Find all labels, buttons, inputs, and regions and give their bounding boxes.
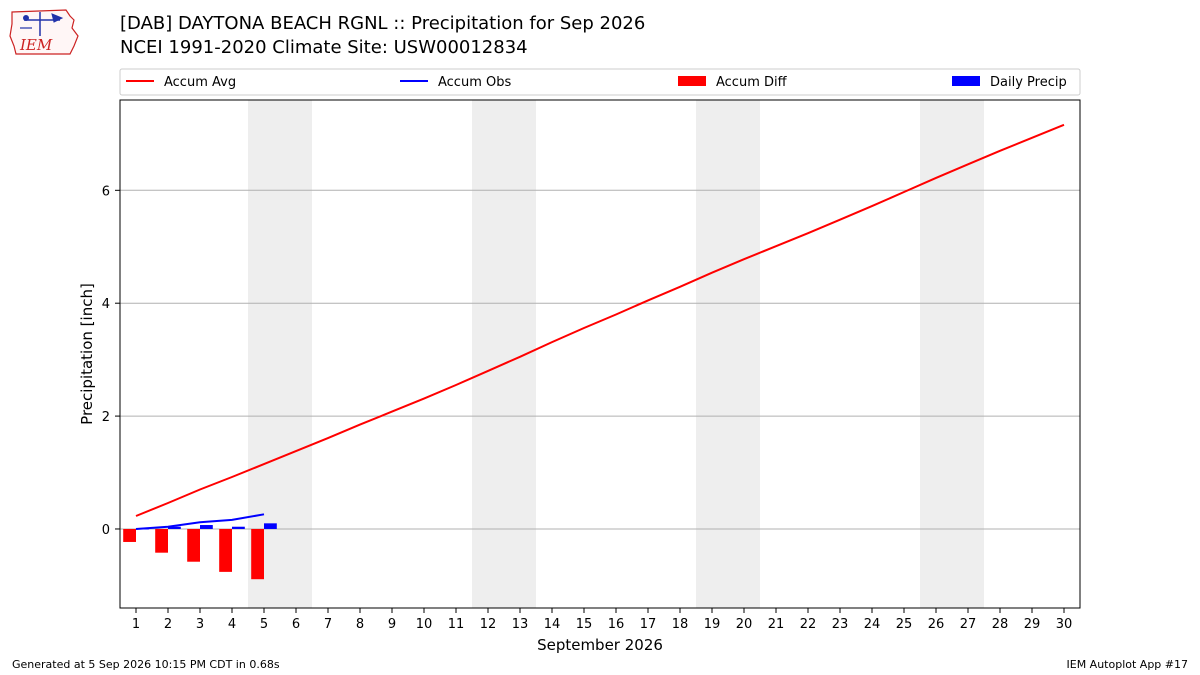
legend-label: Accum Obs [438, 75, 511, 90]
weekend-band [920, 100, 984, 608]
accum-avg-line [135, 123, 1065, 517]
accum-diff-bar [155, 528, 168, 553]
x-axis-ticks: 1 2 3 4 5 6 7 8 9 10 11 12 13 14 15 16 17 18 19 20 21 22 23 24 2… [132, 608, 1072, 632]
weather-station-icon [20, 12, 64, 36]
logo-text: IEM [19, 36, 53, 54]
x-tick-label: 10 [416, 617, 433, 632]
x-tick-label: 14 [544, 617, 561, 632]
daily-precip-bar [200, 525, 213, 529]
accum-diff-bar [219, 528, 232, 572]
x-tick-label: 19 [704, 617, 721, 632]
chart-title: [DAB] DAYTONA BEACH RGNL :: Precipitatio… [120, 13, 646, 34]
iowa-outline-icon [9, 9, 79, 55]
x-axis-label: September 2026 [537, 636, 663, 654]
x-tick-label: 13 [512, 617, 529, 632]
accum-diff-bar [251, 528, 264, 580]
generated-timestamp: Generated at 5 Sep 2026 10:15 PM CDT in … [12, 658, 280, 671]
x-tick-label: 20 [736, 617, 753, 632]
legend-item: Accum Avg [126, 75, 236, 90]
chart-subtitle: NCEI 1991-2020 Climate Site: USW00012834 [120, 37, 528, 58]
y-axis-label: Precipitation [inch] [78, 283, 96, 425]
legend-bar-swatch [952, 76, 980, 86]
legend-label: Accum Avg [164, 75, 236, 90]
x-tick-label: 16 [608, 617, 625, 632]
x-tick-label: 30 [1056, 617, 1073, 632]
x-tick-label: 7 [324, 617, 332, 632]
x-tick-label: 8 [356, 617, 364, 632]
x-tick-label: 24 [864, 617, 881, 632]
x-tick-label: 21 [768, 617, 785, 632]
x-tick-label: 29 [1024, 617, 1041, 632]
weekend-band [248, 100, 312, 608]
x-tick-label: 9 [388, 617, 396, 632]
x-tick-label: 5 [260, 617, 268, 632]
x-tick-label: 26 [928, 617, 945, 632]
legend-item: Daily Precip [952, 75, 1067, 90]
x-tick-label: 4 [228, 617, 236, 632]
x-tick-label: 15 [576, 617, 593, 632]
accum-diff-bar [187, 528, 200, 562]
daily-precip-bar [168, 526, 181, 529]
daily-precip-bar [232, 526, 245, 529]
x-tick-label: 1 [132, 617, 140, 632]
y-tick-label: 6 [102, 184, 110, 199]
gridlines [120, 189, 1080, 530]
autoplot-app-label: IEM Autoplot App #17 [1066, 658, 1189, 671]
legend-bar-swatch [678, 76, 706, 86]
x-tick-label: 6 [292, 617, 300, 632]
daily-precip-bar [264, 523, 277, 529]
plot-frame [119, 99, 1081, 609]
y-axis-ticks: 0 2 4 6 [102, 184, 120, 538]
accum-obs-line [135, 513, 265, 530]
x-tick-label: 2 [164, 617, 172, 632]
x-tick-label: 3 [196, 617, 204, 632]
x-tick-label: 28 [992, 617, 1009, 632]
accum-diff-bars [123, 528, 264, 580]
weekend-bands [248, 100, 984, 608]
accum-diff-bar [123, 528, 136, 542]
legend-label: Daily Precip [990, 75, 1067, 90]
x-tick-label: 11 [448, 617, 465, 632]
x-tick-label: 17 [640, 617, 657, 632]
legend-label: Accum Diff [716, 75, 788, 90]
legend-box [119, 68, 1081, 96]
y-tick-label: 2 [102, 410, 110, 425]
x-tick-label: 22 [800, 617, 817, 632]
legend: Accum Avg Accum Obs Accum Diff Daily Precip [119, 68, 1081, 96]
x-tick-label: 27 [960, 617, 977, 632]
x-tick-label: 25 [896, 617, 913, 632]
x-tick-label: 18 [672, 617, 689, 632]
legend-item: Accum Obs [400, 75, 511, 90]
iem-logo: IEM [9, 9, 79, 55]
y-tick-label: 4 [102, 297, 110, 312]
x-tick-label: 12 [480, 617, 497, 632]
x-tick-label: 23 [832, 617, 849, 632]
legend-item: Accum Diff [678, 75, 788, 90]
weekend-band [696, 100, 760, 608]
y-tick-label: 0 [102, 523, 110, 538]
